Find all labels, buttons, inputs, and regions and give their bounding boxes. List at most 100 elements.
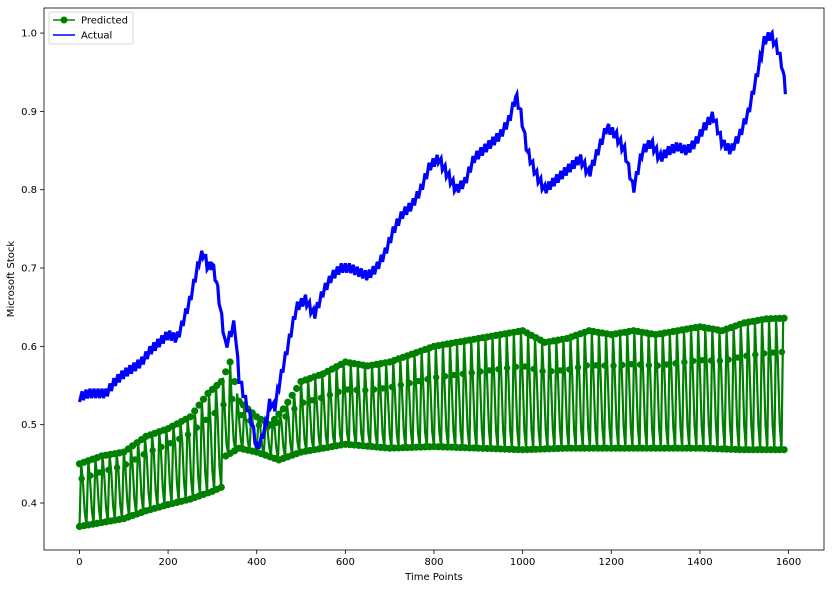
predicted-marker <box>690 357 697 365</box>
predicted-marker <box>176 435 183 443</box>
predicted-marker <box>743 352 750 359</box>
predicted-marker <box>279 405 287 413</box>
predicted-marker <box>184 431 192 438</box>
x-axis-ticks: 0 200 400 600 800 1000 1200 1400 1600 <box>76 550 801 568</box>
predicted-marker <box>654 362 661 369</box>
predicted-marker <box>255 421 263 429</box>
predicted-marker <box>636 361 644 368</box>
predicted-marker <box>291 405 298 413</box>
predicted-marker <box>415 377 422 385</box>
y-axis-ticks: 0.4 0.5 0.6 0.7 0.8 0.9 1.0 <box>21 29 44 510</box>
predicted-marker <box>406 379 413 387</box>
x-axis-label: Time Points <box>404 572 463 583</box>
predicted-marker <box>353 386 360 394</box>
predicted-marker <box>752 351 759 358</box>
plot-area <box>43 7 825 551</box>
predicted-marker <box>539 368 546 375</box>
legend-predicted-marker <box>60 16 68 24</box>
predicted-marker <box>663 361 670 368</box>
predicted-marker <box>193 424 201 431</box>
predicted-marker <box>521 363 529 370</box>
x-tick-label: 1000 <box>510 557 535 568</box>
predicted-marker <box>645 362 653 369</box>
y-tick-label: 0.8 <box>21 185 37 196</box>
predicted-marker <box>199 395 208 403</box>
predicted-marker <box>217 483 225 491</box>
x-tick-label: 400 <box>247 557 266 568</box>
predicted-marker <box>379 385 387 392</box>
predicted-marker <box>87 472 94 479</box>
predicted-marker <box>282 413 289 420</box>
predicted-marker <box>450 371 458 379</box>
predicted-marker <box>619 361 626 369</box>
predicted-marker <box>140 451 147 458</box>
predicted-marker <box>371 386 378 393</box>
predicted-marker <box>495 366 502 373</box>
predicted-marker <box>778 348 786 356</box>
predicted-marker <box>583 362 591 369</box>
predicted-line <box>78 318 785 527</box>
predicted-marker <box>780 446 788 454</box>
predicted-marker <box>186 413 194 421</box>
predicted-marker <box>424 376 431 383</box>
predicted-marker <box>716 357 724 365</box>
predicted-marker <box>217 378 225 386</box>
predicted-marker <box>275 410 283 418</box>
predicted-marker <box>113 464 121 471</box>
predicted-marker <box>191 407 199 415</box>
predicted-marker <box>78 475 85 482</box>
predicted-marker <box>284 398 292 406</box>
predicted-marker <box>459 370 466 378</box>
predicted-marker <box>293 384 301 393</box>
predicted-marker <box>433 374 440 381</box>
x-tick-label: 1400 <box>687 557 712 568</box>
predicted-marker <box>761 350 768 357</box>
predicted-marker <box>211 409 218 417</box>
predicted-marker <box>477 368 484 375</box>
x-tick-label: 600 <box>336 557 355 568</box>
predicted-marker <box>780 314 788 322</box>
predicted-marker <box>503 364 511 372</box>
predicted-marker <box>288 391 296 399</box>
predicted-marker <box>131 456 139 463</box>
predicted-marker <box>202 416 209 423</box>
predicted-marker <box>317 394 325 402</box>
legend: Predicted Actual <box>48 11 134 45</box>
predicted-marker <box>698 357 706 364</box>
x-tick-label: 1200 <box>599 557 624 568</box>
predicted-marker <box>441 373 449 380</box>
predicted-marker <box>734 354 741 361</box>
predicted-marker <box>681 358 688 366</box>
predicted-marker <box>326 391 334 399</box>
legend-actual-label: Actual <box>81 31 112 42</box>
predicted-marker <box>362 387 369 394</box>
predicted-marker <box>105 466 112 474</box>
predicted-marker <box>388 383 396 391</box>
predicted-marker <box>238 411 245 419</box>
predicted-marker <box>672 360 679 367</box>
predicted-marker <box>592 362 599 369</box>
predicted-marker <box>725 356 732 363</box>
predicted-marker <box>273 419 280 427</box>
predicted-marker <box>601 362 608 369</box>
predicted-marker <box>158 443 165 451</box>
predicted-marker <box>231 378 239 386</box>
predicted-marker <box>335 388 342 395</box>
predicted-marker <box>512 363 520 370</box>
predicted-marker <box>308 397 316 404</box>
y-tick-label: 0.5 <box>21 420 37 431</box>
predicted-marker <box>344 386 351 393</box>
predicted-marker <box>566 366 573 373</box>
predicted-marker <box>220 401 227 408</box>
predicted-marker <box>149 447 156 454</box>
predicted-marker <box>486 367 493 374</box>
predicted-marker <box>557 367 564 374</box>
y-tick-label: 1.0 <box>21 29 37 40</box>
predicted-marker <box>610 362 617 369</box>
predicted-marker <box>222 368 230 376</box>
x-tick-label: 200 <box>159 557 178 568</box>
legend-predicted-label: Predicted <box>81 16 128 27</box>
y-tick-label: 0.4 <box>21 499 37 510</box>
predicted-marker <box>96 469 103 476</box>
